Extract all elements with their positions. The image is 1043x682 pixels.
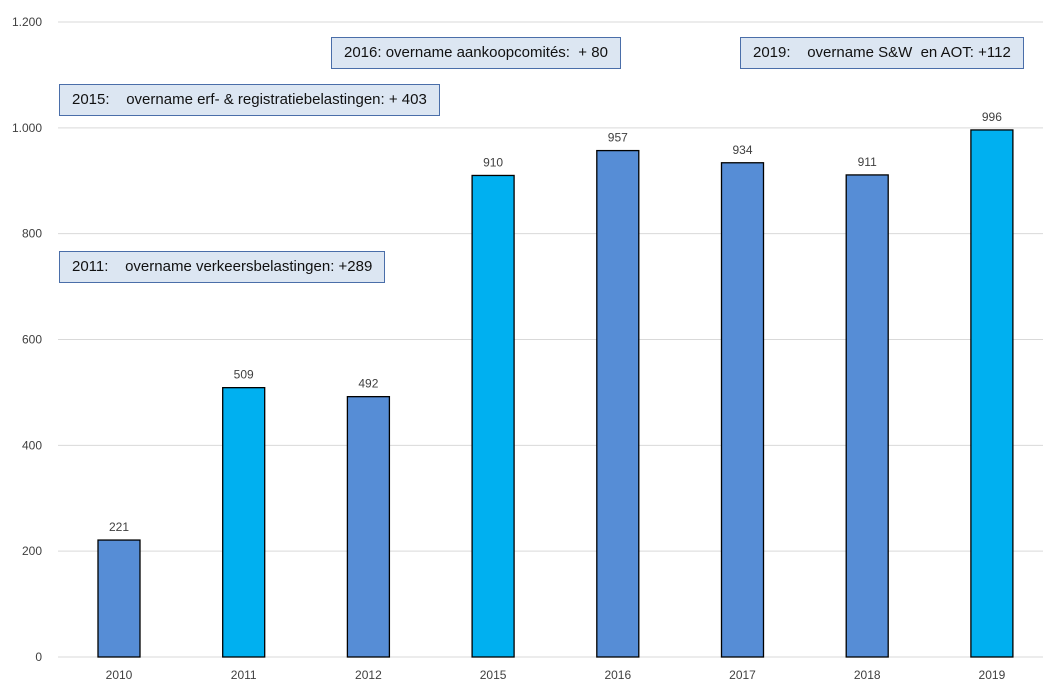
data-label-2019: 996 bbox=[982, 110, 1002, 124]
x-tick-label-2018: 2018 bbox=[854, 668, 881, 682]
gridlines bbox=[58, 21, 1043, 658]
data-label-2011: 509 bbox=[234, 368, 254, 382]
bars bbox=[97, 129, 1014, 658]
bar-2010 bbox=[97, 539, 141, 658]
bar-2019 bbox=[970, 129, 1014, 658]
y-tick-label: 1.200 bbox=[12, 15, 42, 29]
bar-2012 bbox=[346, 395, 391, 658]
annotation-2019: 2019: overname S&W en AOT: +112 bbox=[740, 37, 1024, 69]
y-tick-label: 1.000 bbox=[12, 121, 42, 135]
bar-2018 bbox=[845, 174, 889, 658]
y-tick-label: 200 bbox=[22, 544, 42, 558]
bar-2017 bbox=[720, 162, 765, 658]
x-tick-label-2016: 2016 bbox=[604, 668, 631, 682]
annotation-2011: 2011: overname verkeersbelastingen: +289 bbox=[59, 251, 386, 283]
data-label-2012: 492 bbox=[358, 377, 378, 391]
annotation-2015: 2015: overname erf- & registratiebelasti… bbox=[59, 84, 440, 116]
data-labels: 221 509 492 910 957 934 911 996 bbox=[109, 110, 1002, 534]
data-label-2017: 934 bbox=[732, 143, 752, 157]
x-tick-label-2017: 2017 bbox=[729, 668, 756, 682]
x-axis-tick-labels: 2010 2011 2012 2015 2016 2017 2018 2019 bbox=[106, 668, 1006, 682]
data-label-2010: 221 bbox=[109, 520, 129, 534]
bar-2016 bbox=[596, 149, 640, 658]
data-label-2015: 910 bbox=[483, 155, 503, 169]
x-tick-label-2019: 2019 bbox=[979, 668, 1006, 682]
annotation-2016: 2016: overname aankoopcomités: + 80 bbox=[331, 37, 621, 69]
x-tick-label-2010: 2010 bbox=[106, 668, 133, 682]
bar-2011 bbox=[222, 387, 266, 658]
bar-2015 bbox=[471, 174, 515, 658]
x-tick-label-2012: 2012 bbox=[355, 668, 382, 682]
data-label-2016: 957 bbox=[608, 131, 628, 145]
x-tick-label-2015: 2015 bbox=[480, 668, 507, 682]
x-tick-label-2011: 2011 bbox=[231, 668, 257, 682]
y-tick-label: 400 bbox=[22, 438, 42, 452]
y-axis-tick-labels: 0 200 400 600 800 1.000 1.200 bbox=[12, 15, 42, 664]
y-tick-label: 600 bbox=[22, 333, 42, 347]
y-tick-label: 800 bbox=[22, 227, 42, 241]
y-tick-label: 0 bbox=[35, 650, 42, 664]
data-label-2018: 911 bbox=[858, 155, 877, 169]
